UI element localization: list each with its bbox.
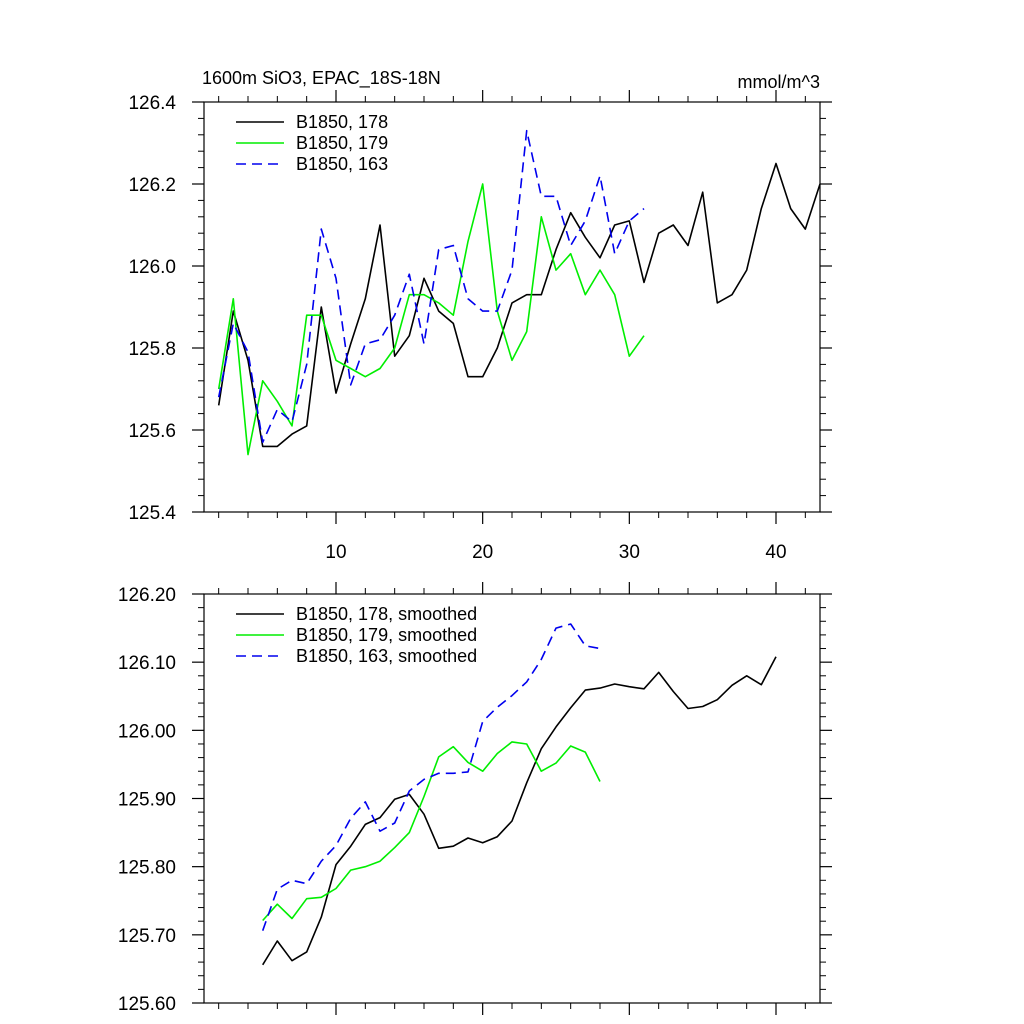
series-line-0 [217, 162, 821, 448]
y-tick-label: 126.0 [128, 257, 176, 278]
x-tick-label: 10 [325, 542, 346, 563]
legend-label: B1850, 179 [296, 133, 388, 153]
bottom-line-chart-smoothed: 125.60 125.70 125.80 125.90 126.00 126.10 126.… [118, 582, 832, 1015]
legend-label: B1850, 163 [296, 154, 388, 174]
legend-label: B1850, 178 [296, 112, 388, 132]
x-tick-label: 40 [765, 542, 786, 563]
y-tick-label: 126.4 [128, 93, 176, 114]
units-label: mmol/m^3 [738, 72, 820, 92]
y-tick-label: 126.10 [118, 653, 176, 674]
y-tick-label: 126.00 [118, 721, 176, 742]
y-tick-label: 125.70 [118, 926, 176, 947]
series-line-0 [262, 656, 777, 966]
y-tick-label: 125.6 [128, 421, 176, 442]
y-tick-label: 125.90 [118, 790, 176, 811]
y-tick-label: 125.80 [118, 858, 176, 879]
x-tick-label: 20 [472, 542, 493, 563]
legend-label: B1850, 178, smoothed [296, 604, 477, 624]
y-tick-label: 126.2 [128, 175, 176, 196]
chart-title: 1600m SiO3, EPAC_18S-18N [202, 68, 441, 89]
legend-label: B1850, 163, smoothed [296, 646, 477, 666]
y-tick-label: 125.8 [128, 339, 176, 360]
y-tick-label: 125.4 [128, 503, 176, 524]
series-line-2 [261, 623, 601, 931]
x-tick-label: 30 [619, 542, 640, 563]
y-tick-label: 125.60 [118, 994, 176, 1015]
series-line-2 [217, 129, 645, 444]
y-tick-label: 126.20 [118, 585, 176, 606]
legend-label: B1850, 179, smoothed [296, 625, 477, 645]
top-line-chart: 1600m SiO3, EPAC_18S-18N mmol/m^3 10 20 30… [128, 68, 832, 563]
